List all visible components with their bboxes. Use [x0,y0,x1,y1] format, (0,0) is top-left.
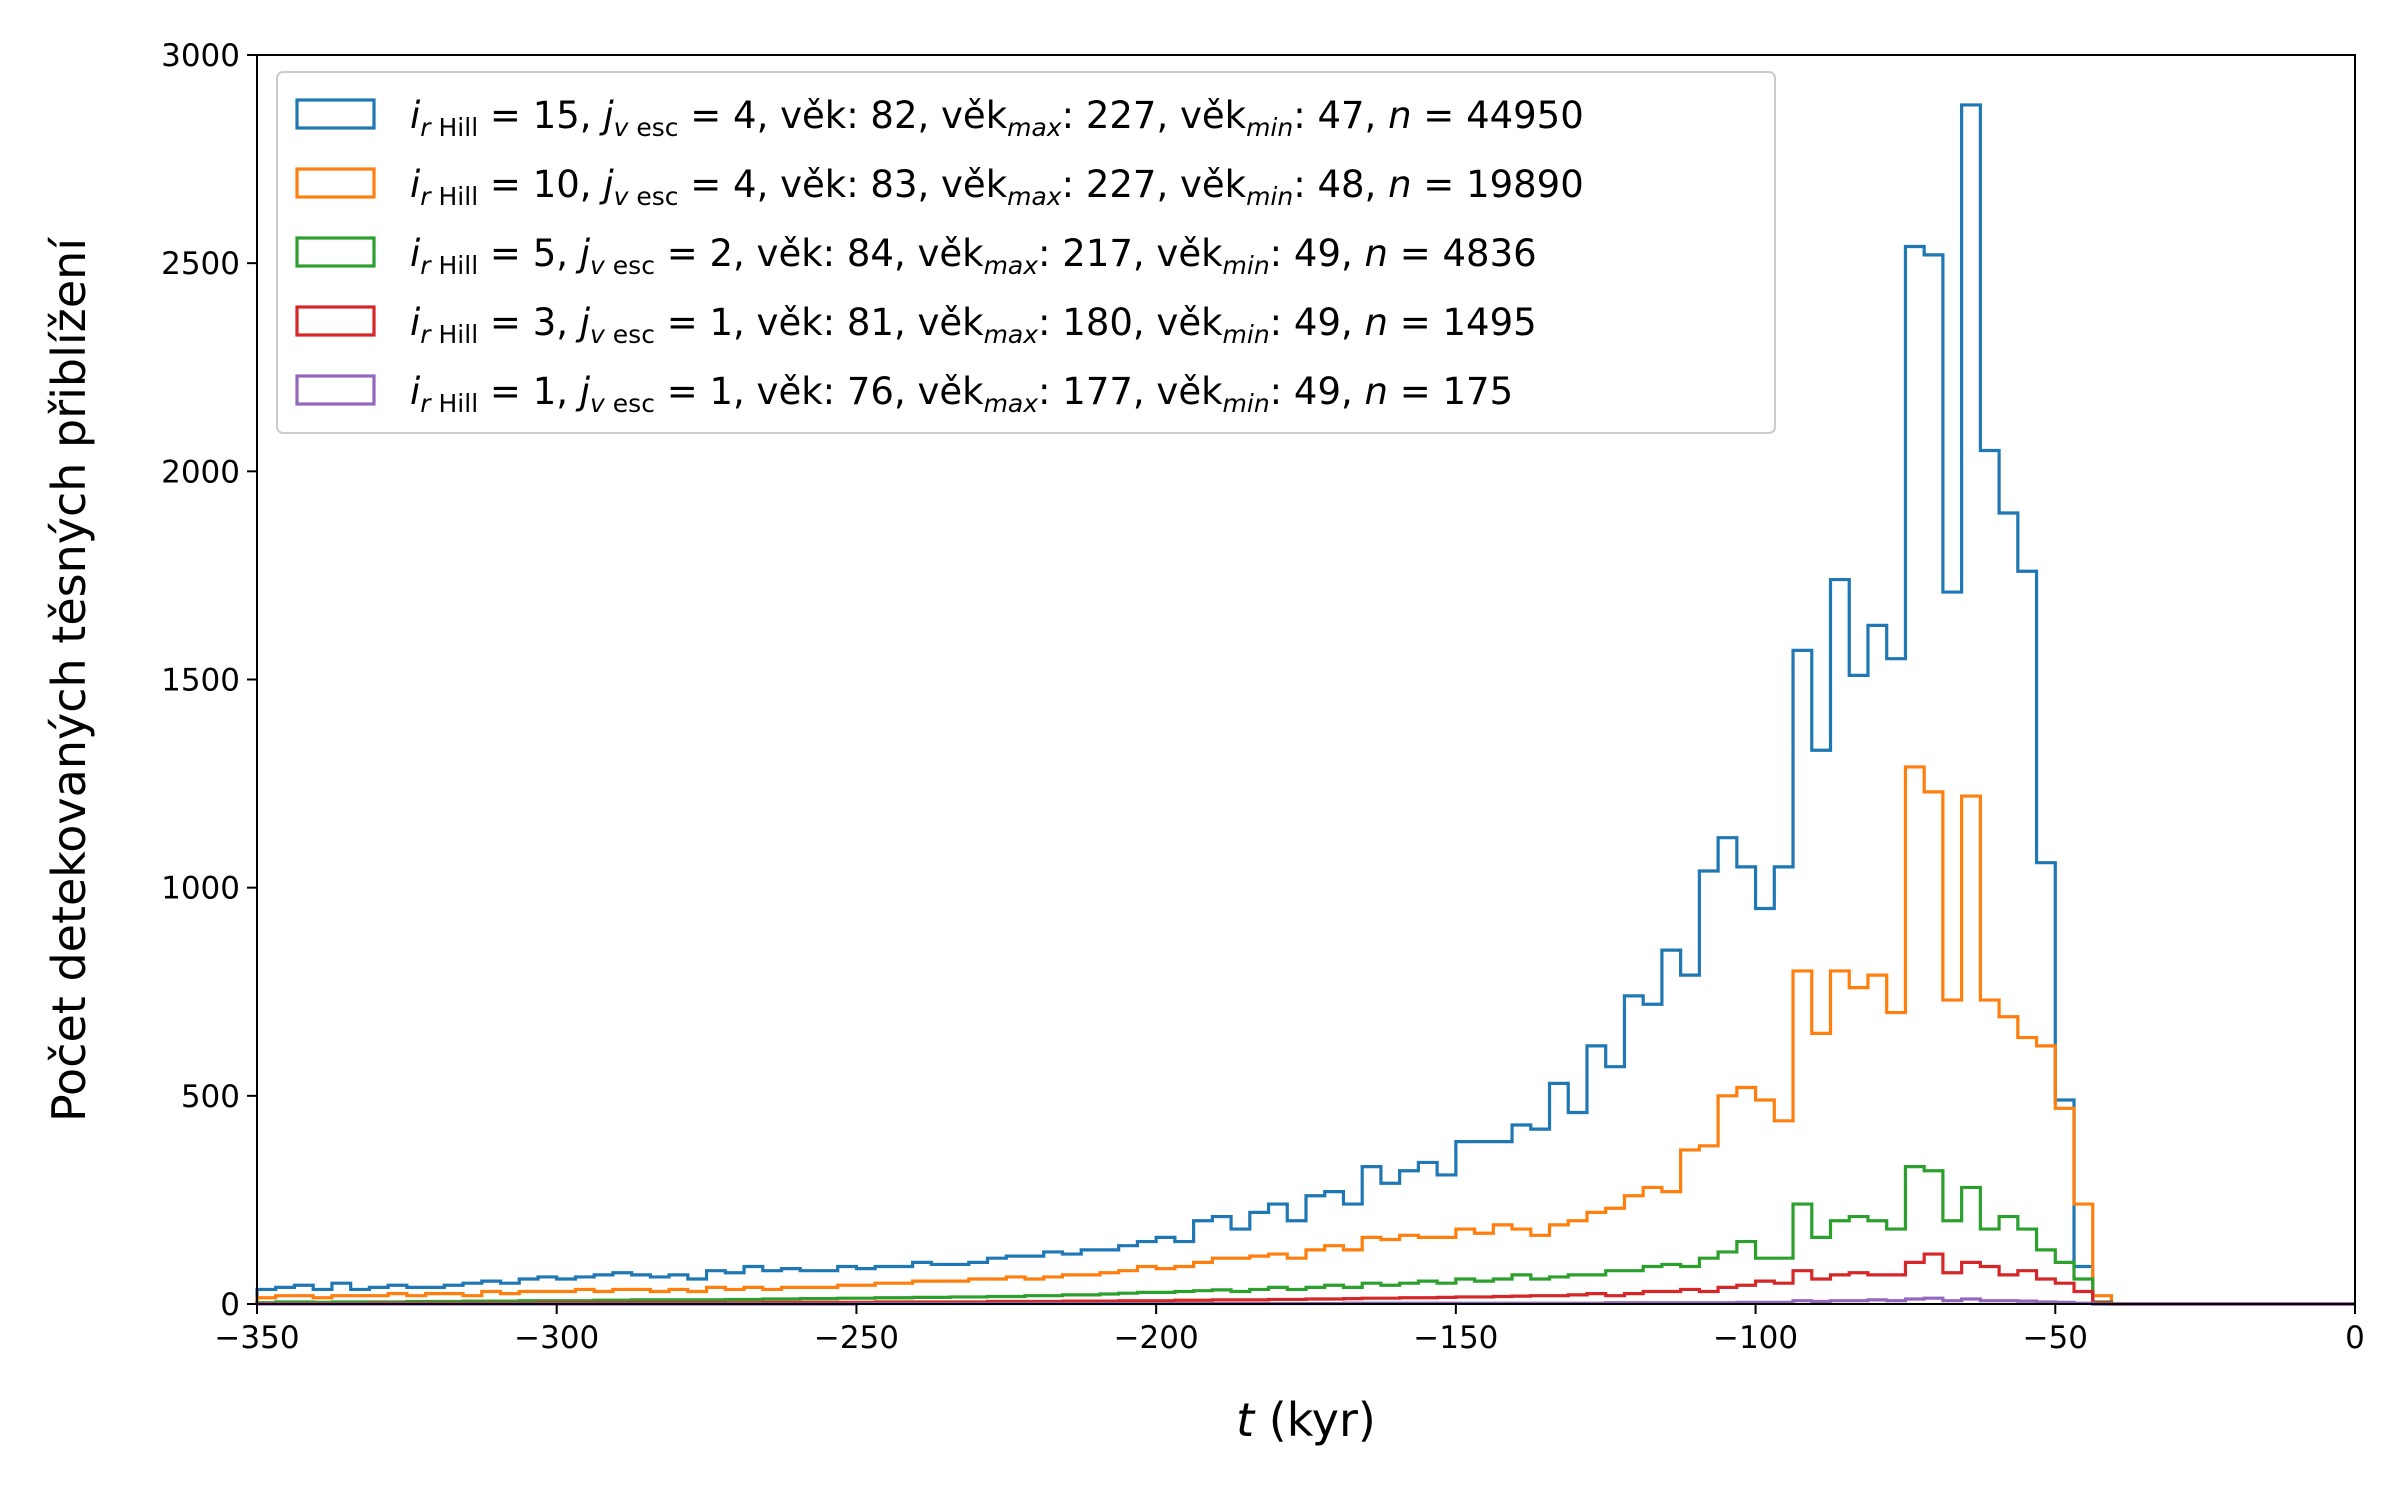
x-tick-label: 0 [2345,1320,2365,1356]
legend-value: 15 [533,94,580,137]
legend-value: 49 [1294,232,1341,275]
x-axis-label-variable: t [1236,1393,1256,1447]
y-tick-label: 1000 [161,871,240,907]
legend-value: 5 [533,232,557,275]
x-tick-label: −100 [1713,1320,1798,1356]
legend-label: ir Hill = 5, jv esc = 2, věk: 84, věkmax… [410,232,1537,280]
legend-label: ir Hill = 15, jv esc = 4, věk: 82, věkma… [410,94,1584,142]
legend-value: 1 [709,301,733,344]
legend-item-3: ir Hill = 5, jv esc = 2, věk: 84, věkmax… [295,232,1537,280]
y-tick-label: 0 [220,1287,240,1323]
y-axis-label: Počet detekovaných těsných přiblížení [42,237,96,1122]
legend-swatch [295,236,376,268]
legend-swatch [295,98,376,130]
legend-value: 1 [709,370,733,413]
legend-value: 4 [733,94,757,137]
legend-value: 177 [1062,370,1133,413]
y-axis-ticks: 0 500 1000 1500 2000 2500 3000 [161,38,257,1323]
legend-label: ir Hill = 1, jv esc = 1, věk: 76, věkmax… [410,370,1513,418]
legend-label: ir Hill = 3, jv esc = 1, věk: 81, věkmax… [410,301,1537,349]
legend-value: 84 [847,232,894,275]
histogram-step-line [255,1165,2355,1306]
legend-value: 44950 [1466,94,1584,137]
histogram-series-1 [255,103,2355,1306]
legend-value: 48 [1317,163,1364,206]
legend-item-2: ir Hill = 10, jv esc = 4, věk: 83, věkma… [295,163,1584,211]
histogram-series-2 [255,765,2355,1306]
legend-item-1: ir Hill = 15, jv esc = 4, věk: 82, věkma… [295,94,1584,142]
legend-value: 19890 [1466,163,1584,206]
y-tick-label: 2000 [161,454,240,490]
x-tick-label: −150 [1413,1320,1498,1356]
legend-value: 10 [533,163,580,206]
x-tick-label: −50 [2023,1320,2088,1356]
histogram-step-line [255,765,2355,1306]
legend-value: 175 [1443,370,1514,413]
legend-item-5: ir Hill = 1, jv esc = 1, věk: 76, věkmax… [295,370,1513,418]
x-tick-label: −200 [1114,1320,1199,1356]
x-tick-label: −300 [514,1320,599,1356]
x-axis-label: t (kyr) [1236,1393,1376,1447]
legend-value: 227 [1086,163,1157,206]
legend-value: 83 [870,163,917,206]
x-axis-label-unit: (kyr) [1254,1393,1376,1447]
legend-value: 1 [533,370,557,413]
legend-swatch [295,305,376,337]
y-tick-label: 500 [181,1079,240,1115]
legend-value: 227 [1086,94,1157,137]
legend: ir Hill = 15, jv esc = 4, věk: 82, věkma… [276,71,1776,434]
legend-value: 49 [1294,301,1341,344]
legend-swatch [295,167,376,199]
legend-box [276,71,1776,434]
legend-value: 3 [533,301,557,344]
legend-value: 4 [733,163,757,206]
legend-value: 49 [1294,370,1341,413]
legend-value: 217 [1062,232,1133,275]
histogram-step-line [255,103,2355,1306]
legend-value: 4836 [1443,232,1537,275]
histogram-series-3 [255,1165,2355,1306]
y-tick-label: 1500 [161,663,240,699]
legend-value: 1495 [1443,301,1537,344]
y-tick-label: 3000 [161,38,240,74]
legend-value: 2 [709,232,733,275]
y-tick-label: 2500 [161,246,240,282]
legend-swatch [295,374,376,406]
legend-label: ir Hill = 10, jv esc = 4, věk: 83, věkma… [410,163,1584,211]
legend-value: 180 [1062,301,1133,344]
legend-item-4: ir Hill = 3, jv esc = 1, věk: 81, věkmax… [295,301,1537,349]
x-tick-label: −350 [214,1320,299,1356]
legend-value: 47 [1317,94,1364,137]
legend-value: 82 [870,94,917,137]
legend-value: 81 [847,301,894,344]
x-axis-ticks: −350 −300 −250 −200 −150 −100 −50 0 [214,1304,2365,1356]
x-tick-label: −250 [814,1320,899,1356]
legend-value: 76 [847,370,894,413]
